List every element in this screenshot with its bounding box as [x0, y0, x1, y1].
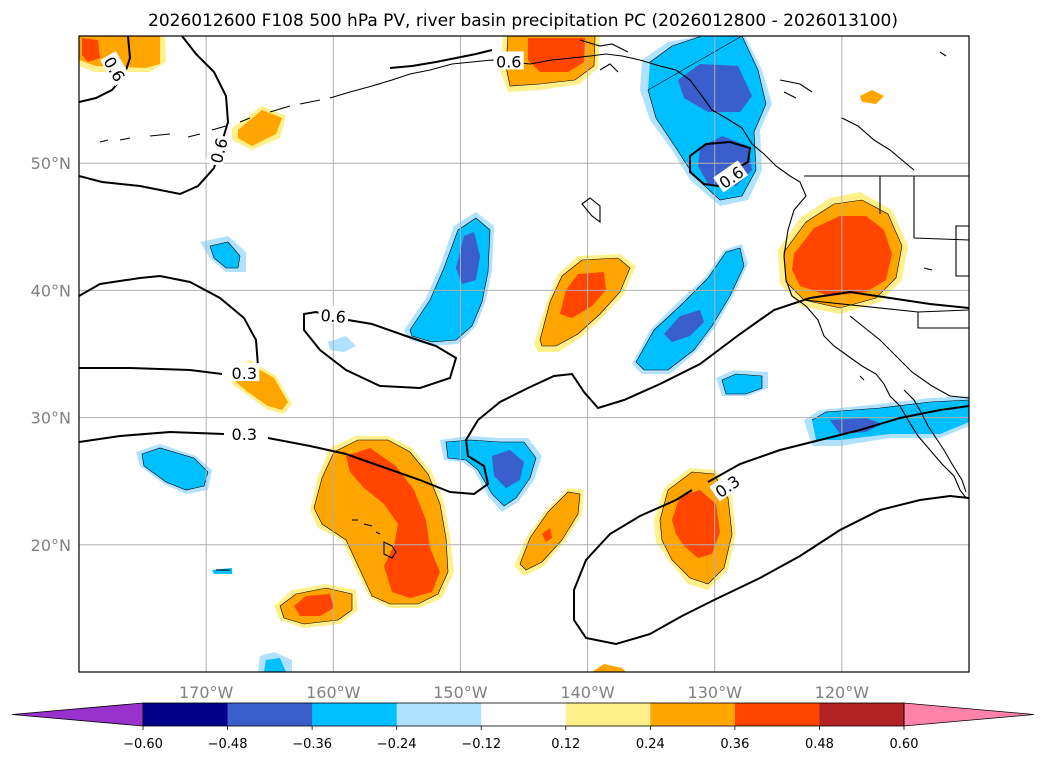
- contour-label-bg: [229, 424, 260, 443]
- contour-label-bg: [317, 304, 350, 326]
- precip-strong-negative-area: [456, 232, 480, 284]
- colorbar-frame: [142, 702, 905, 727]
- colorbar-bin: [227, 703, 313, 726]
- axis-tick-labels: 170°W 160°W 150°W 140°W 130°W 120°W 20°N 30°N 40…: [31, 154, 870, 702]
- colorbar-extend-over: [903, 702, 1035, 727]
- contour-label-bg: [100, 51, 131, 87]
- lon-tick-label: 140°W: [560, 683, 615, 702]
- colorbar-extend-under: [11, 702, 144, 727]
- contour-label-bg: [205, 133, 231, 168]
- map-background: [79, 36, 969, 672]
- colorbar-bin: [565, 703, 651, 726]
- coastlines: [99, 39, 969, 571]
- colorbar-bin: [734, 703, 820, 726]
- contour-label-bg: [493, 51, 524, 70]
- pv-contour-0.3: [573, 489, 969, 646]
- precip-negative-area: [636, 248, 744, 370]
- precip-strong-positive-area: [528, 38, 585, 72]
- precip-strong-positive-area: [560, 272, 606, 318]
- pv-contour-0.6: [79, 274, 259, 367]
- map-frame: [78, 35, 970, 673]
- colorbar-bin: [481, 703, 567, 726]
- lat-tick-label: 30°N: [31, 409, 71, 428]
- lat-tick-label: 20°N: [31, 536, 71, 555]
- colorbar-bin: [143, 703, 229, 726]
- lon-tick-label: 150°W: [433, 683, 488, 702]
- precip-positive-area: [592, 664, 626, 672]
- precip-positive-area: [238, 110, 282, 146]
- colorbar-tick-label: −0.12: [461, 737, 501, 752]
- contour-label-bg: [709, 469, 745, 502]
- contour-label: 0.3: [232, 364, 257, 383]
- lon-tick-label: 120°W: [815, 683, 870, 702]
- precip-strong-negative-area: [492, 450, 524, 488]
- lat-tick-label: 50°N: [31, 154, 71, 173]
- precip-strong-positive-area: [542, 528, 552, 542]
- colorbar-bin: [819, 703, 905, 726]
- precip-negative-area: [328, 336, 356, 352]
- contour-label-bg: [713, 160, 749, 193]
- pv-contour-0.6: [689, 140, 752, 188]
- pv-contour-0.6: [389, 49, 493, 69]
- colorbar-bin: [312, 703, 398, 726]
- precip-positive-area: [79, 36, 160, 68]
- contour-label-bg: [229, 363, 260, 382]
- pv-contour-0.3: [707, 405, 969, 483]
- precip-strong-positive-area: [346, 448, 440, 598]
- colorbar-tick-label: 0.60: [890, 737, 919, 752]
- colorbar-tick-label: −0.48: [208, 737, 248, 752]
- precip-strong-positive-area: [82, 38, 100, 62]
- colorbar-tick-label: 0.36: [720, 737, 749, 752]
- gridlines: [79, 36, 969, 672]
- colorbar-tick-label: 0.12: [551, 737, 580, 752]
- lon-tick-label: 170°W: [179, 683, 234, 702]
- colorbar-bin: [650, 703, 736, 726]
- colorbar-tick-label: −0.36: [292, 737, 332, 752]
- precip-strong-negative-area: [664, 310, 704, 342]
- pv-contour-0.6: [303, 310, 458, 390]
- precip-negative-area: [722, 374, 762, 394]
- precip-negative-area: [210, 242, 240, 268]
- contour-label: 0.3: [232, 425, 257, 444]
- pv-contour-0.3: [267, 290, 969, 496]
- precip-negative-area: [142, 448, 208, 490]
- figure-title: 2026012600 F108 500 hPa PV, river basin …: [148, 11, 898, 31]
- pv-contour-0.3: [79, 430, 225, 443]
- pv-contour-0.3: [79, 367, 223, 375]
- colorbar-tick-label: 0.48: [805, 737, 834, 752]
- lat-tick-label: 40°N: [31, 281, 71, 300]
- precip-positive-area: [860, 90, 884, 104]
- precip-strong-negative-area: [830, 418, 882, 434]
- lon-tick-label: 130°W: [688, 683, 743, 702]
- colorbar-bin: [396, 703, 482, 726]
- precip-negative-area: [264, 658, 286, 672]
- contour-label: 0.6: [496, 52, 521, 71]
- colorbar-tick-label: −0.60: [123, 737, 163, 752]
- contour-label: 0.6: [320, 306, 347, 327]
- colorbar-tick-label: −0.24: [377, 737, 417, 752]
- precip-strong-positive-area: [672, 490, 720, 558]
- lon-tick-label: 160°W: [306, 683, 361, 702]
- colorbar-tick-label: 0.24: [636, 737, 665, 752]
- map-panel: 0.60.60.60.60.60.30.30.3: [78, 35, 970, 673]
- precip-strong-positive-area: [294, 594, 334, 616]
- colorbar: −0.60 −0.48 −0.36 −0.24 −0.12 0.12 0.24 0.36 0.4…: [11, 702, 1035, 752]
